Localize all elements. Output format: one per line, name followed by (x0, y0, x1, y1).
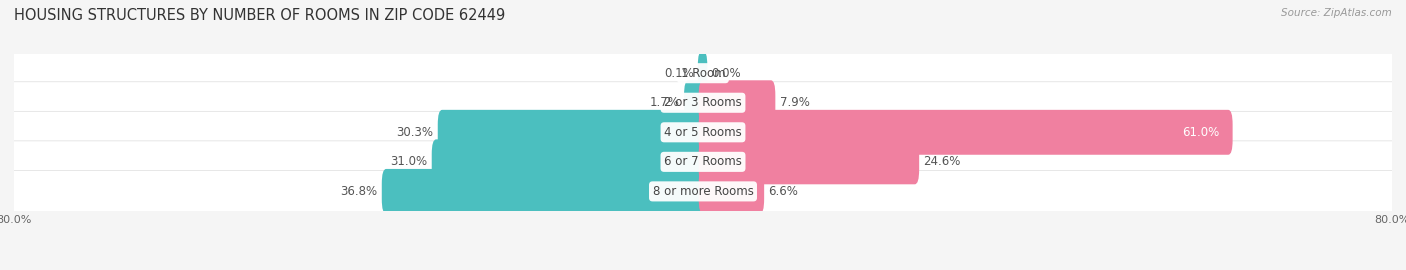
Text: 8 or more Rooms: 8 or more Rooms (652, 185, 754, 198)
Text: 2 or 3 Rooms: 2 or 3 Rooms (664, 96, 742, 109)
FancyBboxPatch shape (699, 110, 1233, 155)
Text: 30.3%: 30.3% (396, 126, 433, 139)
FancyBboxPatch shape (697, 51, 707, 96)
Text: HOUSING STRUCTURES BY NUMBER OF ROOMS IN ZIP CODE 62449: HOUSING STRUCTURES BY NUMBER OF ROOMS IN… (14, 8, 505, 23)
FancyBboxPatch shape (11, 111, 1395, 153)
Text: 1 Room: 1 Room (681, 67, 725, 80)
FancyBboxPatch shape (699, 139, 920, 184)
Text: 0.0%: 0.0% (711, 67, 741, 80)
Text: 6 or 7 Rooms: 6 or 7 Rooms (664, 155, 742, 168)
Text: 31.0%: 31.0% (391, 155, 427, 168)
Text: Source: ZipAtlas.com: Source: ZipAtlas.com (1281, 8, 1392, 18)
FancyBboxPatch shape (699, 80, 775, 125)
FancyBboxPatch shape (11, 82, 1395, 124)
Text: 0.1%: 0.1% (664, 67, 693, 80)
FancyBboxPatch shape (11, 52, 1395, 94)
FancyBboxPatch shape (685, 80, 707, 125)
Text: 4 or 5 Rooms: 4 or 5 Rooms (664, 126, 742, 139)
FancyBboxPatch shape (699, 169, 763, 214)
Text: 6.6%: 6.6% (769, 185, 799, 198)
Text: 61.0%: 61.0% (1182, 126, 1219, 139)
Text: 1.7%: 1.7% (650, 96, 679, 109)
FancyBboxPatch shape (11, 170, 1395, 212)
Text: 36.8%: 36.8% (340, 185, 377, 198)
FancyBboxPatch shape (382, 169, 707, 214)
FancyBboxPatch shape (437, 110, 707, 155)
FancyBboxPatch shape (11, 141, 1395, 183)
FancyBboxPatch shape (432, 139, 707, 184)
Text: 24.6%: 24.6% (924, 155, 960, 168)
Text: 7.9%: 7.9% (780, 96, 810, 109)
